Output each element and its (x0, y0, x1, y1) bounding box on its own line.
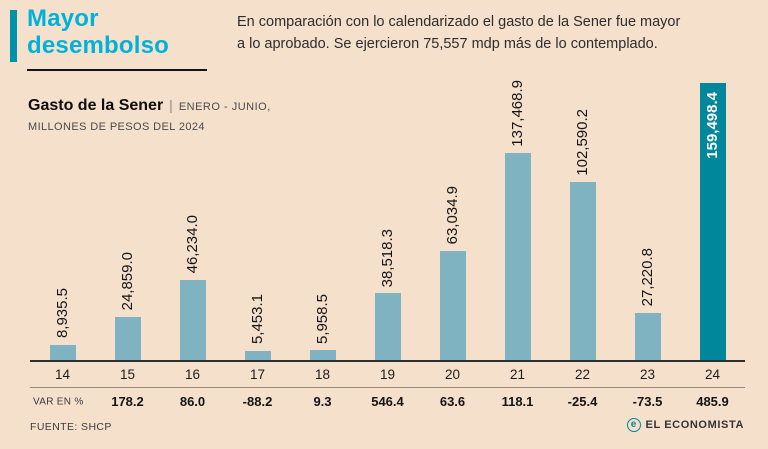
var-row-divider (30, 387, 745, 388)
chart-subtitle: Gasto de la Sener | ENERO - JUNIO, MILLO… (28, 97, 271, 133)
bar-value-label: 8,935.5 (54, 288, 71, 339)
publisher-logo: e EL ECONOMISTA (626, 418, 744, 432)
bar-23 (634, 312, 661, 360)
chart-description: En comparación con lo calendarizado el g… (237, 12, 757, 56)
bar-column-16: 46,234.0 (160, 80, 225, 360)
bar-value-label: 46,234.0 (184, 215, 201, 274)
bar-value-label: 5,453.1 (249, 294, 266, 345)
variation-value: -25.4 (567, 394, 598, 409)
bar-column-22: 102,590.2 (550, 80, 615, 360)
bar-22 (569, 181, 596, 360)
x-axis-label: 16 (184, 367, 201, 382)
bar-value-label: 159,498.4 (704, 92, 721, 159)
bar-value-label: 24,859.0 (119, 252, 136, 311)
x-axis-label: 21 (509, 367, 526, 382)
chart-units: MILLONES DE PESOS DEL 2024 (28, 121, 205, 133)
x-axis-label: 18 (314, 367, 331, 382)
title-accent-bar (10, 10, 17, 62)
bar-value-label: 102,590.2 (574, 109, 591, 176)
bar-column-15: 24,859.0 (95, 80, 160, 360)
page-title-line1: Mayor (27, 5, 99, 32)
x-axis-label: 17 (249, 367, 266, 382)
page-title-line2: desembolso (27, 31, 170, 59)
bar-value-label: 38,518.3 (379, 228, 396, 288)
bar-20 (439, 250, 466, 360)
bar-value-label: 5,958.5 (314, 293, 331, 344)
bar-chart: 8,935.5 24,859.0 46,234.0 5,453.1 5,958.5 38,… (30, 80, 745, 362)
subtitle-separator: | (169, 97, 173, 113)
variation-value: 118.1 (501, 394, 534, 409)
bar-21 (504, 152, 531, 360)
variation-row: VAR EN % 178.2 86.0 -88.2 9.3 546.4 63.6 118.1… (30, 389, 745, 414)
variation-value: 86.0 (179, 394, 206, 409)
x-axis-label: 20 (444, 367, 461, 382)
bar-column-23: 27,220.8 (615, 80, 680, 360)
x-axis-label: 22 (574, 367, 591, 382)
variation-value: -73.5 (632, 394, 663, 409)
el-economista-logo-icon: e (626, 418, 641, 432)
variation-value: 178.2 (111, 394, 144, 409)
bar-column-17: 5,453.1 (225, 80, 290, 360)
description-line2: a lo aprobado. Se ejercieron 75,557 mdp … (237, 35, 658, 52)
bar-24: 159,498.4 (699, 83, 726, 360)
variation-value: 63.6 (439, 394, 466, 409)
chart-name: Gasto de la Sener (28, 97, 164, 114)
bar-16 (179, 279, 206, 360)
variation-value: 9.3 (313, 394, 332, 409)
x-axis-label: 15 (119, 367, 136, 382)
x-axis-label: 14 (54, 367, 71, 382)
variation-row-label: VAR EN % (33, 396, 84, 407)
bar-19 (374, 293, 401, 360)
variation-value: 485.9 (696, 394, 729, 409)
bar-column-14: 8,935.5 (30, 80, 95, 360)
bar-17 (244, 350, 271, 360)
page-title: Mayor desembolso (27, 5, 207, 71)
bar-column-24: 159,498.4 (680, 80, 745, 360)
publisher-name: EL ECONOMISTA (645, 419, 744, 431)
bar-value-label: 63,034.9 (444, 186, 461, 245)
bar-column-19: 38,518.3 (355, 80, 420, 360)
x-axis-label: 24 (704, 367, 721, 382)
bar-value-label: 137,468.9 (509, 80, 526, 147)
bar-column-20: 63,034.9 (420, 80, 485, 360)
bar-15 (114, 316, 141, 360)
x-axis-label: 23 (639, 367, 656, 382)
description-line1: En comparación con lo calendarizado el g… (237, 14, 681, 30)
bar-column-18: 5,958.5 (290, 80, 355, 360)
bar-value-label: 27,220.8 (639, 248, 656, 307)
source-note: FUENTE: SHCP (30, 421, 112, 433)
x-axis-label: 19 (379, 367, 396, 382)
x-axis-labels: 14 15 16 17 18 19 20 21 22 23 24 (30, 365, 745, 384)
variation-value: 546.4 (371, 394, 404, 409)
bar-14 (49, 344, 76, 360)
chart-period: ENERO - JUNIO, (178, 101, 271, 113)
bar-column-21: 137,468.9 (485, 80, 550, 360)
variation-value: -88.2 (242, 394, 273, 409)
bar-18 (309, 349, 336, 360)
